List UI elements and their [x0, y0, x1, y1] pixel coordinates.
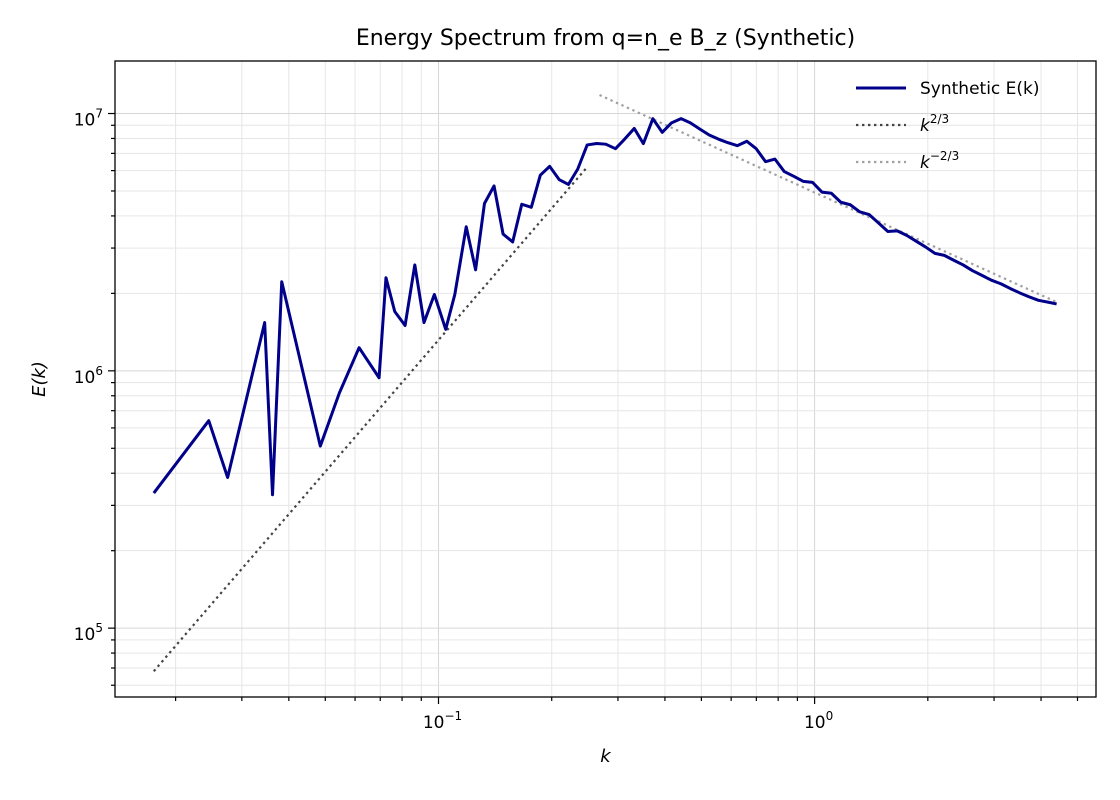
- x-tick-label: 100: [804, 709, 833, 733]
- y-tick-label: 107: [74, 107, 103, 131]
- chart-title: Energy Spectrum from q=n_e B_z (Syntheti…: [356, 26, 855, 51]
- legend-label-1: k2/3: [920, 112, 949, 136]
- y-axis-label: E(k): [29, 361, 50, 397]
- legend-label-2: k−2/3: [920, 149, 959, 173]
- legend: Synthetic E(k) k2/3 k−2/3: [856, 79, 1040, 173]
- series-group: [152, 94, 1058, 672]
- series-line-1: [152, 167, 588, 672]
- x-tick-label: 10−1: [423, 709, 462, 733]
- axis-ticks: 10−1 100 105 106 107: [74, 107, 1079, 733]
- x-axis-label: k: [600, 746, 612, 767]
- y-tick-label: 106: [74, 364, 103, 388]
- grid: [115, 61, 1096, 697]
- series-line-0: [152, 117, 1057, 497]
- y-tick-label: 105: [74, 621, 103, 645]
- legend-label-0: Synthetic E(k): [920, 79, 1040, 99]
- plot-frame: [114, 60, 1097, 698]
